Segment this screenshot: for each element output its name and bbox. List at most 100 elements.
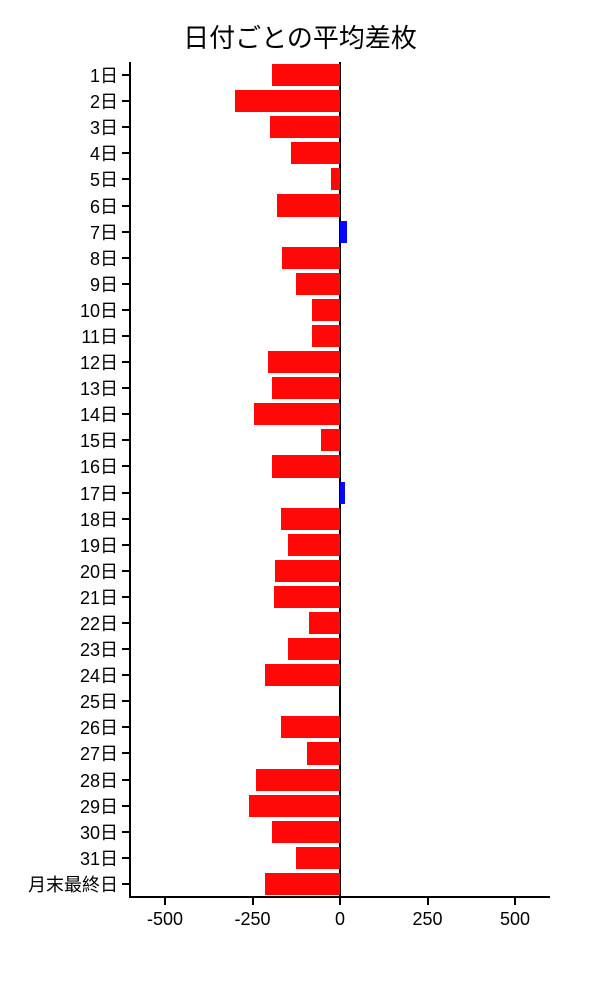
y-label: 24日 — [80, 662, 118, 688]
x-label: 250 — [412, 909, 442, 930]
bar-row — [130, 558, 550, 584]
y-label: 28日 — [80, 767, 118, 793]
y-tick — [122, 570, 130, 572]
y-tick — [122, 857, 130, 859]
bar — [312, 299, 340, 321]
bar — [265, 873, 340, 895]
bar-row — [130, 88, 550, 114]
bar — [288, 534, 341, 556]
bar-row — [130, 140, 550, 166]
y-label: 8日 — [90, 245, 118, 271]
y-label: 11日 — [81, 323, 118, 349]
bar-row — [130, 271, 550, 297]
bar — [265, 664, 340, 686]
y-tick — [122, 518, 130, 520]
y-label: 6日 — [90, 193, 118, 219]
y-tick — [122, 805, 130, 807]
y-label: 5日 — [90, 166, 118, 192]
bar-row — [130, 584, 550, 610]
bar-row — [130, 845, 550, 871]
x-label: 500 — [500, 909, 530, 930]
chart-container: 日付ごとの平均差枚 1日2日3日4日5日6日7日8日9日10日11日12日13日… — [0, 0, 600, 1000]
y-tick — [122, 831, 130, 833]
x-tick — [514, 897, 516, 905]
bar — [282, 247, 340, 269]
y-tick — [122, 596, 130, 598]
y-label: 月末最終日 — [28, 871, 118, 897]
y-tick — [122, 648, 130, 650]
y-tick — [122, 883, 130, 885]
y-tick — [122, 205, 130, 207]
bar-row — [130, 819, 550, 845]
y-label: 30日 — [80, 819, 118, 845]
y-tick — [122, 283, 130, 285]
y-tick — [122, 700, 130, 702]
bar-row — [130, 767, 550, 793]
y-tick — [122, 544, 130, 546]
y-tick — [122, 465, 130, 467]
y-label: 26日 — [80, 714, 118, 740]
bar — [254, 403, 340, 425]
bar-row — [130, 453, 550, 479]
bar — [288, 638, 341, 660]
y-label: 31日 — [80, 845, 118, 871]
bar-row — [130, 714, 550, 740]
bar — [296, 847, 340, 869]
y-tick — [122, 622, 130, 624]
bar — [321, 429, 340, 451]
y-label: 20日 — [80, 558, 118, 584]
bar-row — [130, 114, 550, 140]
bar — [340, 221, 347, 243]
x-tick — [339, 897, 341, 905]
bar-row — [130, 192, 550, 218]
bar — [272, 377, 340, 399]
bar — [312, 325, 340, 347]
plot-area: 1日2日3日4日5日6日7日8日9日10日11日12日13日14日15日16日1… — [130, 62, 550, 897]
bar-row — [130, 62, 550, 88]
bar-row — [130, 506, 550, 532]
x-tick — [252, 897, 254, 905]
y-tick — [122, 335, 130, 337]
y-tick — [122, 231, 130, 233]
y-label: 9日 — [90, 271, 118, 297]
bar-row — [130, 349, 550, 375]
y-tick — [122, 413, 130, 415]
x-tick — [427, 897, 429, 905]
bar — [340, 482, 345, 504]
x-tick — [164, 897, 166, 905]
bar-row — [130, 245, 550, 271]
bar-row — [130, 480, 550, 506]
bar — [272, 821, 340, 843]
bar — [268, 351, 340, 373]
bar-row — [130, 323, 550, 349]
y-label: 22日 — [80, 610, 118, 636]
bar — [291, 142, 340, 164]
bar-row — [130, 688, 550, 714]
bar-row — [130, 871, 550, 897]
y-tick — [122, 126, 130, 128]
y-tick — [122, 309, 130, 311]
y-tick — [122, 100, 130, 102]
bar — [270, 116, 340, 138]
bar-row — [130, 297, 550, 323]
y-label: 1日 — [90, 62, 118, 88]
y-label: 23日 — [80, 636, 118, 662]
x-label: -500 — [147, 909, 183, 930]
bar-row — [130, 427, 550, 453]
x-label: -250 — [234, 909, 270, 930]
y-tick — [122, 674, 130, 676]
bar-row — [130, 219, 550, 245]
y-label: 21日 — [80, 584, 118, 610]
bar — [277, 194, 340, 216]
y-tick — [122, 74, 130, 76]
chart-title: 日付ごとの平均差枚 — [0, 18, 600, 55]
y-label: 25日 — [80, 688, 118, 714]
y-label: 16日 — [80, 453, 118, 479]
bar-row — [130, 740, 550, 766]
bar — [307, 742, 340, 764]
y-label: 14日 — [80, 401, 118, 427]
bar-row — [130, 375, 550, 401]
bar — [281, 508, 341, 530]
y-tick — [122, 726, 130, 728]
y-label: 17日 — [80, 480, 118, 506]
